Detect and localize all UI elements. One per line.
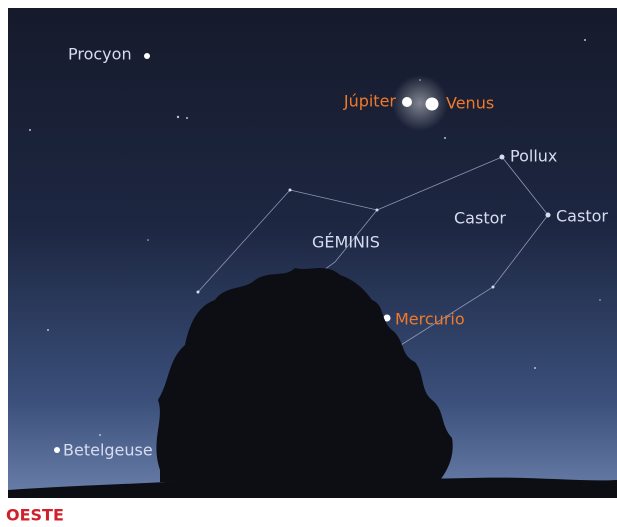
star: [196, 290, 200, 294]
venus-label: Venus: [446, 94, 494, 113]
castor-star-label: Castor: [556, 207, 608, 226]
mercurio-label: Mercurio: [395, 310, 465, 329]
glow: [392, 75, 448, 131]
betelgeuse-dot: [54, 447, 60, 453]
star: [491, 285, 495, 289]
jupiter-dot: [402, 97, 412, 107]
pollux-dot: [499, 154, 505, 160]
jupiter-label: Júpiter: [343, 92, 397, 111]
star: [375, 208, 379, 212]
procyon-label: Procyon: [68, 45, 132, 64]
constellation-label: GÉMINIS: [312, 233, 380, 252]
pollux-label: Pollux: [510, 147, 557, 166]
mercurio-dot: [383, 314, 391, 322]
castor-dot: [545, 212, 551, 218]
venus-dot: [425, 97, 439, 111]
procyon-dot: [144, 53, 150, 59]
direction-label: OESTE: [6, 506, 64, 525]
castor-label: Castor: [454, 209, 506, 228]
star: [288, 188, 292, 192]
betelgeuse-label: Betelgeuse: [63, 441, 153, 460]
ground: [8, 477, 617, 498]
tree: [156, 268, 453, 482]
